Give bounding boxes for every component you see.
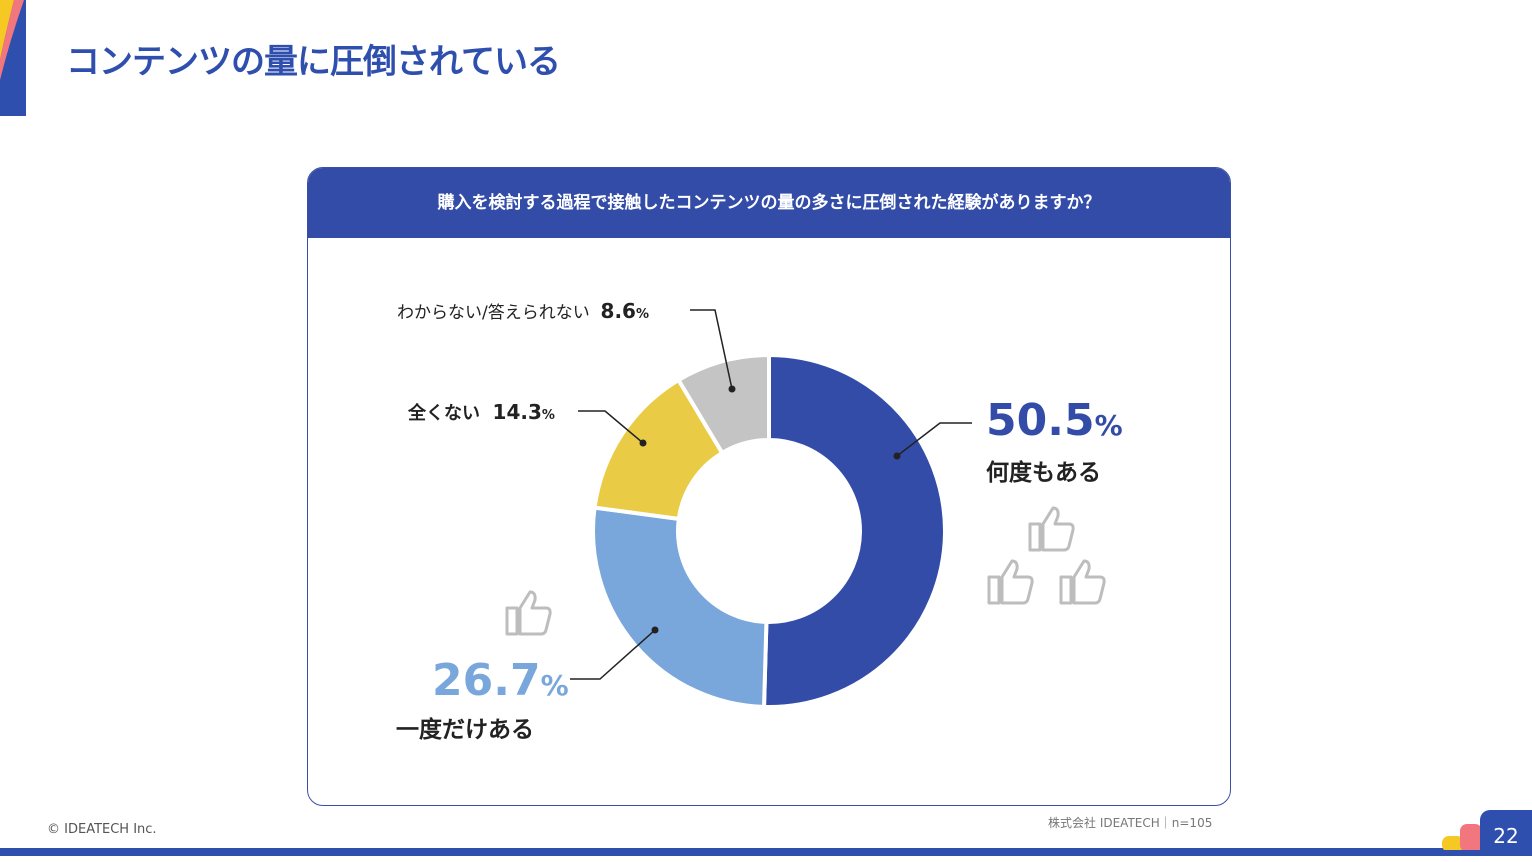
slice-once (591, 505, 769, 709)
chart-card: 購入を検討する過程で接触したコンテンツの量の多さに圧倒された経験がありますか？ (307, 167, 1231, 806)
leader-line (578, 410, 644, 444)
thumbs-up-icon (987, 559, 1034, 605)
corner-decoration (0, 0, 26, 116)
copyright: © IDEATECH Inc. (47, 822, 157, 837)
page-number: 22 (1480, 810, 1532, 856)
label-once: 一度だけある (396, 717, 534, 743)
leader-dot (639, 439, 647, 447)
leader-dot (893, 452, 901, 460)
label-many-times: 何度もある (986, 460, 1101, 486)
leader-dot (651, 626, 659, 634)
label-unknown: わからない/答えられない 8.6% (397, 299, 650, 323)
source-note: 株式会社 IDEATECH｜n=105 (1048, 816, 1213, 830)
leader-line (896, 422, 972, 457)
bottom-bar (0, 848, 1532, 856)
value-many-times: 50.5% (986, 395, 1123, 446)
page-title: コンテンツの量に圧倒されている (66, 42, 561, 82)
slice-many-times (761, 352, 947, 709)
thumbs-up-icon (1059, 559, 1106, 605)
leader-dot (728, 385, 736, 393)
question-header: 購入を検討する過程で接触したコンテンツの量の多さに圧倒された経験がありますか？ (308, 168, 1230, 238)
label-not-at-all: 全くない 14.3% (408, 400, 555, 424)
leader-line (690, 309, 733, 390)
value-once: 26.7% (432, 655, 569, 706)
corner-decoration-bottom (1442, 824, 1482, 850)
thumbs-up-icon (1028, 506, 1075, 552)
slice-unknown (675, 352, 771, 456)
leader-line (570, 629, 656, 680)
thumbs-up-icon (505, 590, 552, 636)
